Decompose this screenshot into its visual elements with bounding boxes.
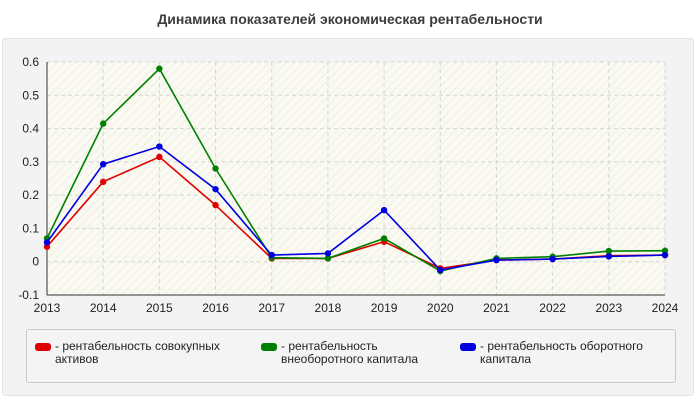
legend-swatch-noncurrent — [261, 343, 277, 351]
x-tick-label: 2019 — [371, 301, 398, 315]
x-tick-label: 2016 — [202, 301, 229, 315]
x-tick-label: 2023 — [595, 301, 622, 315]
data-point — [156, 153, 163, 161]
data-point — [324, 250, 332, 257]
x-tick-label: 2024 — [652, 301, 679, 315]
data-point — [493, 256, 500, 264]
y-tick-label: 0.3 — [22, 155, 39, 169]
data-point — [212, 185, 219, 193]
y-tick-label: 0.5 — [22, 88, 39, 102]
data-point — [156, 143, 163, 150]
x-tick-label: 2020 — [427, 301, 454, 315]
data-point — [661, 251, 669, 259]
legend-swatch-assets — [35, 343, 51, 351]
plot-background — [47, 62, 665, 295]
legend-swatch-current — [460, 343, 476, 351]
x-tick-label: 2015 — [146, 301, 173, 315]
y-tick-label: 0.4 — [22, 122, 39, 136]
legend-label-noncurrent: - рентабельность внеоборотного капитала — [281, 339, 418, 366]
data-point — [380, 235, 388, 242]
legend: - рентабельность совокупных активов - ре… — [26, 329, 676, 383]
data-point — [99, 160, 107, 168]
y-tick-label: 0.2 — [22, 188, 39, 202]
x-tick-label: 2013 — [34, 301, 61, 315]
data-point — [437, 266, 444, 274]
data-point — [268, 251, 275, 259]
data-point — [99, 178, 107, 186]
data-point — [380, 206, 388, 214]
legend-item-noncurrent: - рентабельность внеоборотного капитала — [261, 340, 451, 366]
x-tick-label: 2022 — [539, 301, 566, 315]
y-tick-label: 0 — [32, 255, 39, 269]
y-tick-label: -0.1 — [18, 288, 39, 302]
data-point — [605, 253, 613, 260]
series-line — [46, 145, 666, 271]
data-point — [99, 120, 107, 127]
legend-label-current: - рентабельность оборотного капитала — [480, 339, 643, 366]
y-tick-label: 0.6 — [22, 55, 39, 69]
data-point — [324, 255, 332, 262]
x-tick-label: 2018 — [315, 301, 342, 315]
data-point — [605, 247, 613, 255]
y-tick-label: 0.1 — [22, 221, 39, 235]
x-tick-label: 2014 — [90, 301, 117, 315]
x-tick-label: 2017 — [258, 301, 285, 315]
series-line — [46, 67, 666, 272]
legend-item-assets: - рентабельность совокупных активов — [35, 340, 247, 366]
x-tick-label: 2021 — [483, 301, 510, 315]
legend-item-current: - рентабельность оборотного капитала — [460, 340, 670, 366]
data-point — [43, 239, 51, 246]
data-point — [156, 65, 163, 72]
legend-label-assets: - рентабельность совокупных активов — [55, 339, 220, 366]
data-point — [212, 201, 219, 209]
data-point — [212, 165, 219, 172]
chart-title: Динамика показателей экономическая рента… — [157, 11, 543, 27]
data-point — [549, 255, 556, 263]
